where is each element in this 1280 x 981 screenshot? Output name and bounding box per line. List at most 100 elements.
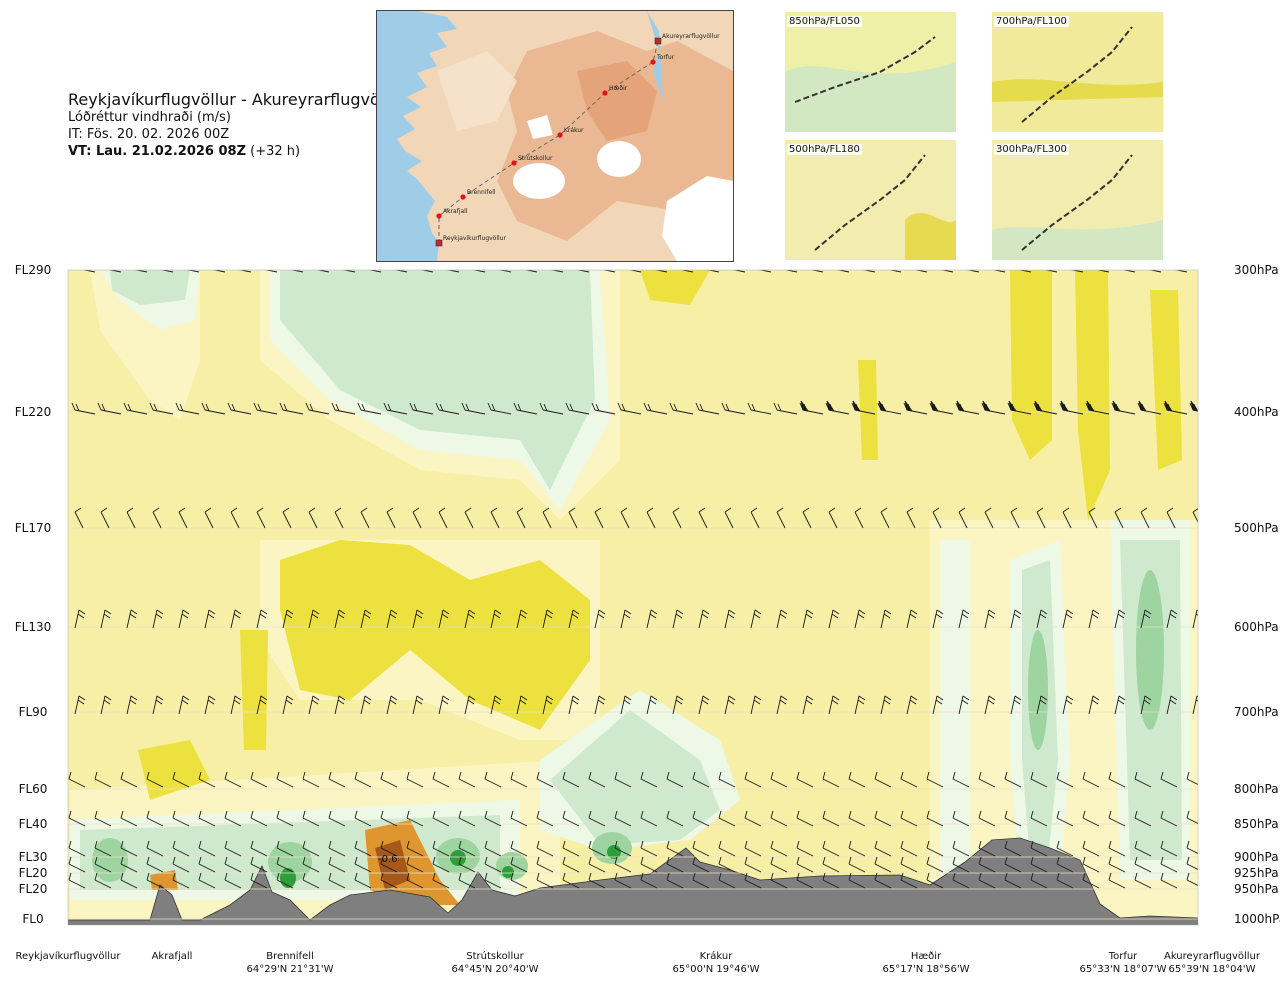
wind-barb <box>932 695 944 715</box>
station-name: Reykjavíkurflugvöllur <box>16 950 122 962</box>
wind-barb <box>874 872 892 889</box>
wind-barb <box>698 609 710 629</box>
wind-barb <box>120 840 138 857</box>
wind-barb <box>1004 856 1022 873</box>
wind-barb <box>1134 840 1152 857</box>
wind-barb <box>952 810 970 827</box>
wind-barb <box>932 609 944 629</box>
flight-level-label: FL60 <box>19 782 48 796</box>
wind-barb <box>435 402 460 415</box>
wind-barb <box>1140 507 1150 529</box>
wind-barb <box>172 872 190 889</box>
wind-barb <box>1160 810 1178 827</box>
wind-barb <box>380 771 398 788</box>
wind-barb <box>1186 856 1198 871</box>
wind-barb <box>1114 695 1126 715</box>
route-title: Reykjavíkurflugvöllur - Akureyrarflugvöl… <box>68 90 406 109</box>
wind-barb <box>1010 507 1020 529</box>
wind-barb <box>1030 810 1048 827</box>
wind-barb <box>724 695 736 715</box>
wind-barb <box>152 695 164 715</box>
wind-barb <box>178 507 188 529</box>
flight-level-label: FL0 <box>22 912 43 926</box>
wind-barb <box>250 810 268 827</box>
wind-barb <box>328 771 346 788</box>
wind-barb <box>643 402 668 415</box>
wind-barb <box>1036 695 1048 715</box>
wind-barb <box>227 402 252 415</box>
station-coordinate: 65°00'N 19°46'W <box>673 964 760 975</box>
wind-barb <box>640 840 658 857</box>
wind-barb <box>1186 840 1198 855</box>
wind-barb <box>880 609 892 629</box>
wind-barb <box>484 872 502 889</box>
wind-barb <box>666 840 684 857</box>
thumb-850hpa[interactable]: 850hPa/FL050 <box>785 12 956 132</box>
wind-barb <box>784 270 798 273</box>
wind-barb <box>510 810 528 827</box>
glacier-hofsjokull <box>597 141 641 177</box>
wind-barb <box>438 609 450 629</box>
wind-barb <box>1056 840 1074 857</box>
pressure-level-label: 900hPa <box>1234 850 1279 864</box>
wind-barb <box>256 695 268 715</box>
annotation-label: -0.6 <box>378 854 398 865</box>
station-name: Akureyrarflugvöllur <box>1164 951 1261 962</box>
wind-barb <box>874 856 892 873</box>
wind-barb <box>848 840 866 857</box>
wind-barb <box>1108 810 1126 827</box>
wind-barb <box>432 856 450 873</box>
wind-barb <box>316 270 330 273</box>
wind-barb <box>588 771 606 788</box>
thumb-700hpa[interactable]: 700hPa/FL100 <box>992 12 1163 132</box>
wind-barb <box>1082 810 1100 827</box>
wind-barb <box>952 840 970 857</box>
wind-barb <box>1111 400 1136 415</box>
wind-barb <box>848 872 866 889</box>
wind-barb <box>1189 400 1198 412</box>
map-point-label: Reykjavíkurflugvöllur <box>443 235 506 242</box>
wind-barb <box>958 609 970 629</box>
wind-barb <box>331 402 356 415</box>
wind-barb <box>900 872 918 889</box>
wind-barb <box>146 810 164 827</box>
wind-barb <box>368 270 382 273</box>
wind-barb <box>984 695 996 715</box>
wind-barb <box>822 810 840 827</box>
wind-barb <box>97 402 122 415</box>
thumb-label: 850hPa/FL050 <box>787 16 862 27</box>
wind-barb <box>198 872 216 889</box>
wind-barb <box>770 856 788 873</box>
flight-level-label: FL20 <box>19 882 48 896</box>
wind-barb <box>1108 856 1126 873</box>
wind-barb <box>718 872 736 889</box>
wind-barb <box>799 400 824 415</box>
map-point-label: Hæðir <box>609 85 628 92</box>
map-waypoint-marker <box>650 59 656 65</box>
pressure-level-label: 850hPa <box>1234 817 1279 831</box>
thumb-label: 300hPa/FL300 <box>994 144 1069 155</box>
wind-barb <box>1108 771 1126 788</box>
wind-barb <box>1134 810 1152 827</box>
wind-barb <box>1085 400 1110 415</box>
wind-barb <box>302 856 320 873</box>
thumb-300hpa[interactable]: 300hPa/FL300 <box>992 140 1163 260</box>
wind-barb <box>822 840 840 857</box>
wind-barb <box>1004 771 1022 788</box>
wind-barb <box>992 270 1006 273</box>
map-point-label: Torfur <box>656 54 675 61</box>
wind-barb <box>1186 872 1198 887</box>
wind-barb <box>966 270 980 273</box>
wind-barb <box>458 771 476 788</box>
wind-barb <box>1010 609 1022 629</box>
terrain <box>68 837 1198 925</box>
wind-barb <box>718 771 736 788</box>
wind-barb <box>640 872 658 889</box>
thumb-500hpa[interactable]: 500hPa/FL180 <box>785 140 956 260</box>
wind-barb <box>666 771 684 788</box>
wind-barb <box>952 872 970 889</box>
wind-barb <box>620 609 632 629</box>
wind-barb <box>1044 270 1058 273</box>
wind-barb <box>802 609 814 629</box>
wind-barb <box>386 695 398 715</box>
